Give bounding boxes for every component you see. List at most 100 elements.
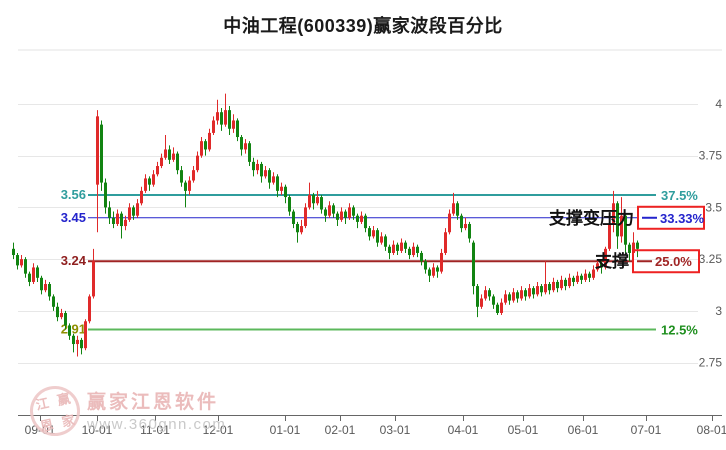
candle-body xyxy=(200,141,203,156)
x-axis-tick-label: 09-01 xyxy=(25,423,56,437)
candle-body xyxy=(184,182,187,191)
candle-body xyxy=(592,269,595,278)
candle-body xyxy=(516,292,519,299)
candle-body xyxy=(328,205,331,216)
candle-body xyxy=(496,304,499,313)
candle-body xyxy=(480,298,483,307)
candle-body xyxy=(624,215,627,245)
candle-body xyxy=(80,339,83,349)
candle-body xyxy=(160,157,163,167)
x-axis-tick-label: 04-01 xyxy=(448,423,479,437)
candle-body xyxy=(16,255,19,266)
level-price-label: 2.91 xyxy=(61,322,86,337)
candle-body xyxy=(96,116,99,185)
candle-body xyxy=(248,143,251,162)
candle-body xyxy=(296,223,299,233)
candle-body xyxy=(364,215,367,229)
candle-body xyxy=(136,203,139,216)
candle-body xyxy=(484,290,487,299)
candle-body xyxy=(540,286,543,293)
annotation-label: 支撑 xyxy=(595,251,629,271)
candle-body xyxy=(380,236,383,243)
candle-body xyxy=(588,273,591,278)
candle-body xyxy=(608,223,611,249)
candle-body xyxy=(412,246,415,256)
candle-body xyxy=(620,215,623,237)
level-price-label: 3.24 xyxy=(61,253,87,268)
candle-body xyxy=(60,312,63,318)
candle-body xyxy=(596,263,599,270)
candle-body xyxy=(256,163,259,171)
x-axis-tick-label: 02-01 xyxy=(325,423,356,437)
candle-body xyxy=(572,277,575,282)
candle-body xyxy=(240,137,243,150)
candle-body xyxy=(252,161,255,171)
candle-body xyxy=(628,244,631,253)
x-axis-tick-label: 05-01 xyxy=(508,423,539,437)
candle-body xyxy=(20,259,23,266)
x-axis-tick-label: 11-01 xyxy=(140,423,170,437)
candle-body xyxy=(156,166,159,175)
candle-body xyxy=(600,263,603,268)
candle-body xyxy=(48,284,51,297)
candle-body xyxy=(84,321,87,349)
candle-body xyxy=(312,195,315,204)
candle-body xyxy=(400,242,403,251)
candle-body xyxy=(580,275,583,280)
candle-body xyxy=(236,120,239,138)
candle-body xyxy=(476,286,479,307)
y-axis-tick-label: 4 xyxy=(715,97,722,111)
candle-body xyxy=(260,163,263,177)
candle-body xyxy=(112,217,115,224)
candle-body xyxy=(344,211,347,218)
candle-body xyxy=(164,149,167,158)
level-price-label: 3.56 xyxy=(61,187,86,202)
candle-body xyxy=(92,261,95,297)
candle-body xyxy=(464,223,467,229)
candle-body xyxy=(632,242,635,253)
annotation-label: 支撑变压力 xyxy=(549,208,634,228)
candle-body xyxy=(116,213,119,224)
x-axis-tick-label: 03-01 xyxy=(380,423,411,437)
candle-body xyxy=(520,290,523,299)
candle-body xyxy=(12,248,15,256)
candle-body xyxy=(612,203,615,224)
candle-body xyxy=(56,306,59,318)
candle-body xyxy=(276,176,279,191)
candle-body xyxy=(532,288,535,295)
percent-label: 12.5% xyxy=(661,323,698,338)
candle-body xyxy=(352,207,355,216)
candle-body xyxy=(152,174,155,185)
candle-body xyxy=(356,215,359,222)
candle-body xyxy=(272,176,275,183)
candle-body xyxy=(104,182,107,208)
candle-body xyxy=(36,267,39,278)
candle-body xyxy=(68,325,71,336)
candle-body xyxy=(436,267,439,272)
y-axis-tick-label: 2.75 xyxy=(699,356,723,370)
candle-body xyxy=(292,211,295,224)
x-axis-tick-label: 10-01 xyxy=(82,423,113,437)
candle-body xyxy=(420,252,423,262)
candle-body xyxy=(268,170,271,183)
candle-body xyxy=(300,226,303,233)
candle-body xyxy=(416,246,419,253)
candle-body xyxy=(244,143,247,150)
candle-body xyxy=(372,230,375,237)
candle-body xyxy=(408,248,411,256)
candle-body xyxy=(288,197,291,212)
candle-body xyxy=(556,281,559,289)
candle-body xyxy=(324,209,327,216)
candle-body xyxy=(424,261,427,270)
candle-body xyxy=(512,292,515,301)
candle-body xyxy=(440,252,443,272)
candle-body xyxy=(604,248,607,268)
candle-body xyxy=(208,132,211,150)
candle-body xyxy=(232,120,235,129)
candle-body xyxy=(144,178,147,191)
candle-body xyxy=(320,197,323,210)
candle-body xyxy=(280,186,283,191)
candle-body xyxy=(72,335,75,345)
